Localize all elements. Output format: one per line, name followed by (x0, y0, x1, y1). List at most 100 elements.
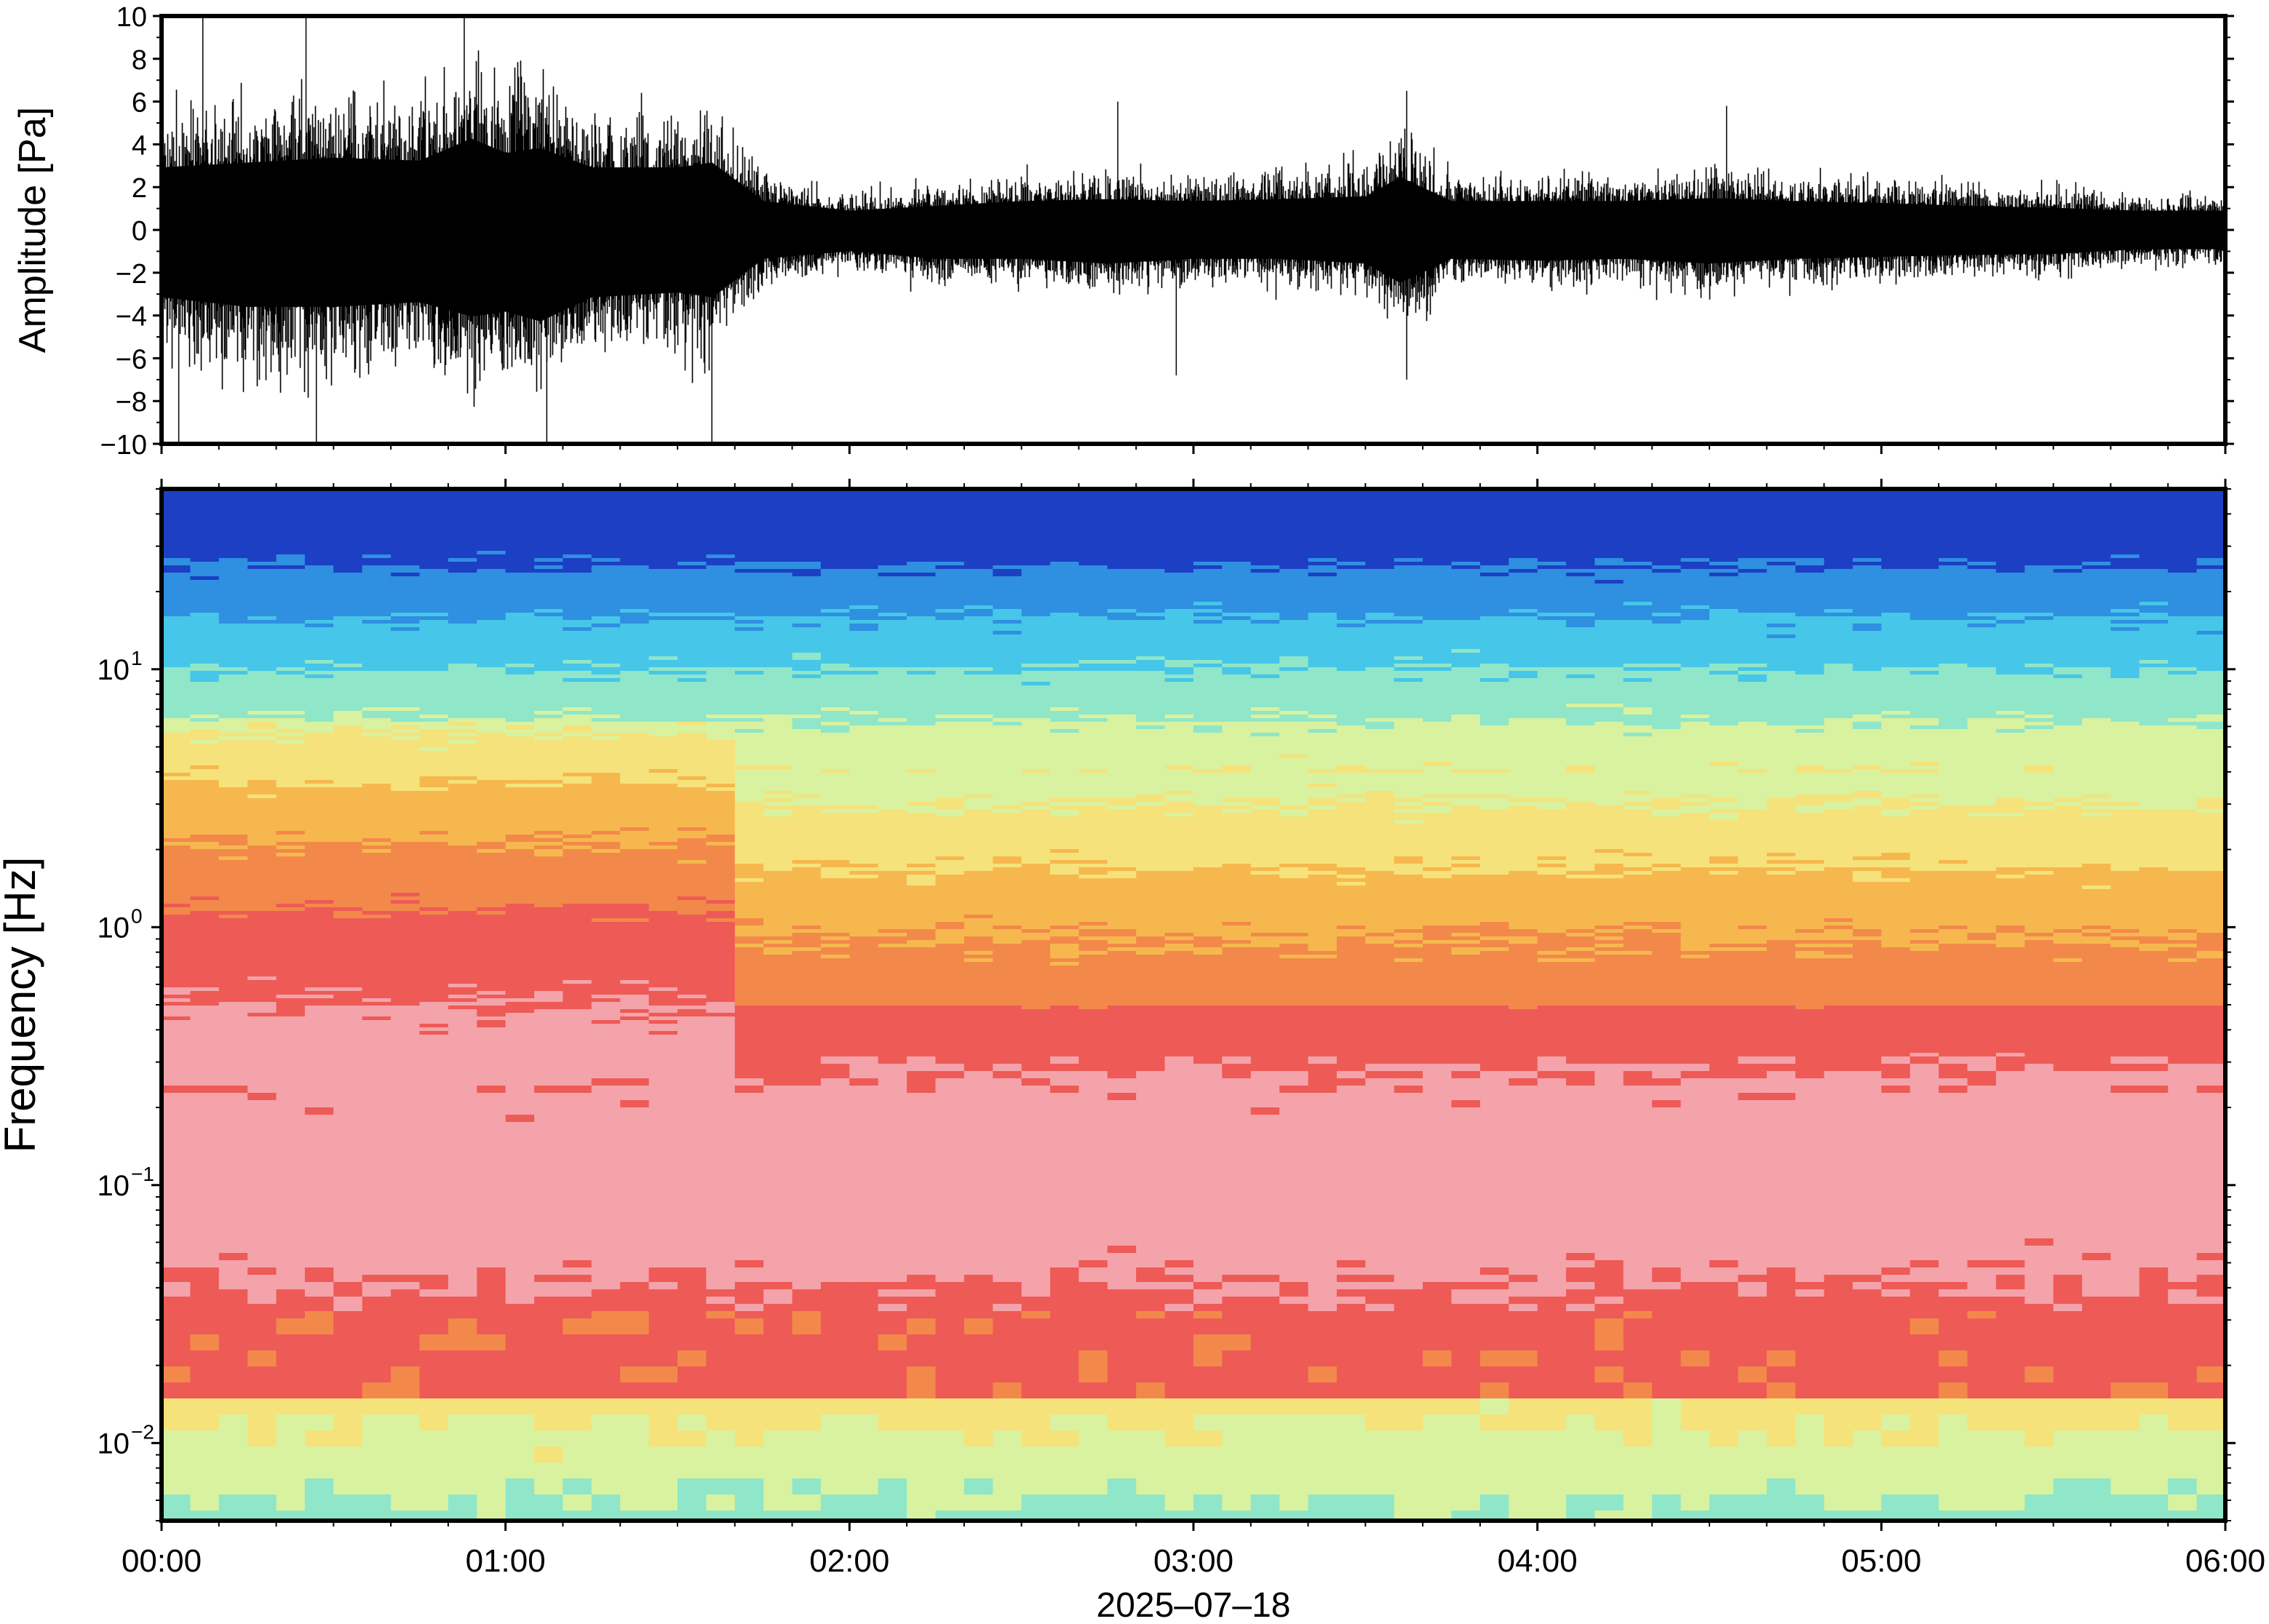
spectrogram-cell (391, 573, 421, 577)
spectrogram-cell (333, 696, 363, 701)
spectrogram-cell (304, 980, 335, 984)
spectrogram-cell (792, 944, 822, 948)
spectrogram-cell (620, 1311, 650, 1319)
spectrogram-cell (247, 718, 277, 723)
spectrogram-cell (534, 1267, 564, 1275)
spectrogram-cell (763, 605, 793, 610)
spectrogram-cell (763, 584, 793, 588)
spectrogram-cell (591, 1334, 621, 1351)
spectrogram-cell (792, 1187, 822, 1195)
spectrogram-cell (190, 558, 220, 562)
spectrogram-cell (648, 933, 678, 937)
spectrogram-cell (477, 1311, 506, 1319)
spectrogram-cell (563, 1006, 592, 1010)
spectrogram-cell (820, 824, 851, 828)
spectrogram-cell (477, 1318, 506, 1335)
spectrogram-cell (620, 984, 650, 988)
spectrogram-cell (218, 998, 248, 1003)
spectrogram-cell (763, 838, 793, 843)
spectrogram-cell (677, 587, 707, 592)
spectrogram-cell (190, 882, 220, 886)
spectrogram-cell (820, 1144, 851, 1152)
spectrogram-cell (477, 656, 506, 661)
spectrogram-cell (448, 1046, 478, 1050)
spectrogram-cell (620, 1129, 650, 1137)
spectrogram-cell (563, 1180, 592, 1188)
spectrogram-cell (706, 718, 736, 723)
spectrogram-cell (763, 591, 793, 595)
spectrogram-cell (419, 693, 449, 697)
spectrogram-cell (362, 1093, 392, 1101)
spectrogram-cell (304, 627, 335, 632)
spectrogram-cell (591, 1035, 621, 1039)
spectrogram-cell (563, 867, 592, 872)
spectrogram-cell (218, 624, 248, 628)
spectrogram-cell (620, 751, 650, 755)
spectrogram-cell (218, 518, 248, 522)
spectrogram-cell (763, 1020, 793, 1024)
spectrogram-cell (162, 1024, 191, 1028)
spectrogram-cell (534, 704, 564, 708)
spectrogram-cell (534, 689, 564, 693)
spectrogram-cell (391, 649, 421, 653)
spectrogram-cell (477, 1187, 506, 1195)
spectrogram-cell (534, 580, 564, 584)
spectrogram-cell (591, 1137, 621, 1145)
spectrogram-cell (706, 729, 736, 733)
spectrogram-cell (247, 616, 277, 621)
spectrogram-cell (419, 751, 449, 755)
spectrogram-cell (448, 624, 478, 628)
spectrogram-cell (276, 645, 306, 650)
spectrogram-cell (505, 933, 535, 937)
spectrogram-cell (792, 638, 822, 642)
spectrogram-cell (276, 518, 306, 522)
spectrogram-cell (391, 936, 421, 941)
spectrogram-cell (706, 1024, 736, 1028)
spectrogram-cell (505, 1122, 535, 1130)
spectrogram-cell (276, 940, 306, 944)
spectrogram-cell (648, 940, 678, 944)
spectrogram-cell (677, 507, 707, 512)
spectrogram-cell (763, 1462, 793, 1479)
spectrogram-cell (276, 867, 306, 872)
spectrogram-cell (792, 624, 822, 628)
spectrogram-cell (362, 933, 392, 937)
spectrogram-cell (591, 689, 621, 693)
spectrogram-cell (677, 1086, 707, 1094)
spectrogram-cell (677, 631, 707, 635)
spectrogram-cell (477, 1209, 506, 1217)
spectrogram-cell (734, 838, 764, 843)
spectrogram-cell (591, 1195, 621, 1203)
spectrogram-cell (304, 1217, 335, 1225)
spectrogram-cell (591, 802, 621, 806)
spectrogram-cell (591, 1013, 621, 1017)
spectrogram-cell (677, 1027, 707, 1032)
spectrogram-cell (734, 1382, 764, 1399)
spectrogram-cell (763, 493, 793, 497)
spectrogram-cell (591, 1151, 621, 1159)
spectrogram-cell (591, 856, 621, 861)
spectrogram-cell (706, 522, 736, 526)
spectrogram-cell (734, 558, 764, 562)
spectrogram-cell (620, 700, 650, 704)
spectrogram-cell (505, 1260, 535, 1268)
spectrogram-cell (591, 1038, 621, 1043)
spectrogram-cell (534, 773, 564, 777)
spectrogram-cell (391, 835, 421, 839)
spectrogram-heatmap (162, 489, 2225, 1521)
spectrogram-cell (391, 995, 421, 999)
spectrogram-cell (162, 733, 191, 737)
spectrogram-cell (591, 693, 621, 697)
spectrogram-cell (534, 638, 564, 642)
spectrogram-cell (505, 849, 535, 853)
spectrogram-cell (304, 707, 335, 712)
spectrogram-cell (477, 1020, 506, 1024)
spectrogram-cell (276, 1115, 306, 1123)
spectrogram-cell (792, 602, 822, 606)
spectrogram-cell (162, 805, 191, 810)
spectrogram-cell (591, 835, 621, 839)
spectrogram-cell (734, 987, 764, 992)
spectrogram-cell (448, 1078, 478, 1086)
spectrogram-cell (763, 627, 793, 632)
spectrogram-cell (563, 725, 592, 730)
